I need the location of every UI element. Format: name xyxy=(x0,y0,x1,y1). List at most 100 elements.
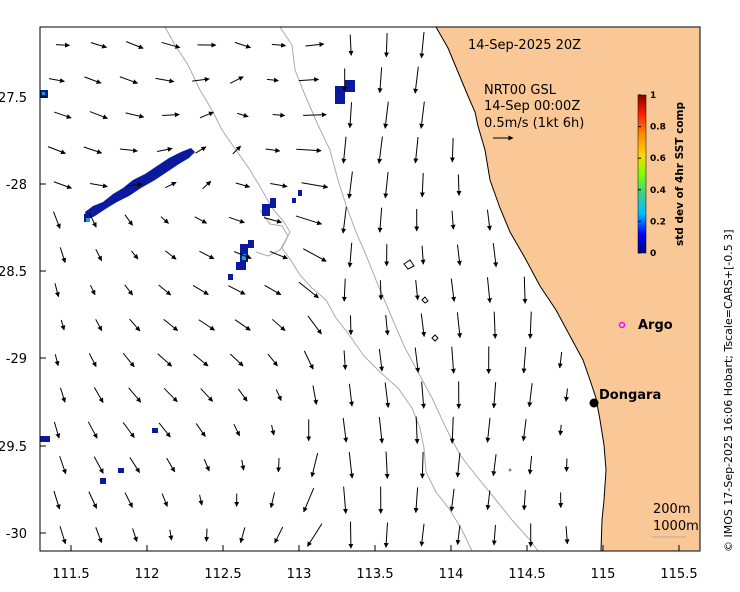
current-arrow xyxy=(52,211,61,229)
current-arrow xyxy=(165,250,177,260)
current-arrow xyxy=(274,526,284,544)
current-arrow xyxy=(276,458,282,473)
current-arrow xyxy=(303,487,315,513)
argo-marker xyxy=(618,321,626,329)
current-arrow xyxy=(564,388,569,402)
current-arrow xyxy=(414,416,420,444)
colorbar-tick-label: 0.6 xyxy=(650,154,666,164)
current-arrow xyxy=(59,387,67,403)
current-arrow xyxy=(347,102,353,129)
current-arrow xyxy=(53,181,73,190)
current-arrow xyxy=(272,318,286,332)
current-arrow xyxy=(237,388,248,402)
argo-label: Argo xyxy=(638,318,673,333)
current-arrow xyxy=(239,527,246,544)
current-arrow xyxy=(228,285,246,295)
dongara-label: Dongara xyxy=(599,388,661,403)
current-arrow xyxy=(228,216,245,224)
current-arrow xyxy=(492,243,499,268)
current-arrow xyxy=(131,250,139,260)
current-arrow xyxy=(485,417,491,443)
current-arrow xyxy=(419,173,425,198)
current-arrow xyxy=(449,488,455,512)
current-scale-label: 0.5m/s (1kt 6h) xyxy=(484,116,584,131)
isobath-legend-1000: 1000m xyxy=(653,519,699,534)
current-arrow xyxy=(200,388,214,402)
land-mass xyxy=(435,27,700,551)
current-arrow xyxy=(124,284,134,296)
current-arrow xyxy=(486,209,492,231)
current-arrow xyxy=(564,526,570,545)
current-arrow xyxy=(232,145,241,155)
current-arrow xyxy=(383,101,389,129)
current-arrow xyxy=(419,523,425,547)
current-arrow xyxy=(347,242,353,268)
current-arrow xyxy=(384,314,390,336)
colorbar-tick-label: 0.2 xyxy=(650,217,666,227)
current-arrow xyxy=(199,250,215,260)
current-arrow xyxy=(53,421,61,439)
current-arrow xyxy=(90,42,108,49)
current-arrow xyxy=(450,346,456,374)
current-arrow xyxy=(119,76,139,85)
current-arrow xyxy=(521,419,527,442)
current-arrow xyxy=(342,486,348,514)
current-arrow xyxy=(234,41,252,49)
current-arrow xyxy=(59,456,67,475)
current-arrow xyxy=(348,34,354,56)
current-arrow xyxy=(119,148,139,153)
current-arrow xyxy=(270,183,288,189)
current-source-label: NRT00 GSL xyxy=(484,83,557,98)
current-arrow xyxy=(455,452,461,478)
current-arrow xyxy=(166,457,176,473)
current-arrow xyxy=(95,527,103,544)
current-arrow xyxy=(157,353,173,367)
current-arrow xyxy=(342,350,348,371)
colorbar-tick-label: 0.8 xyxy=(650,123,666,133)
current-arrow xyxy=(383,522,389,548)
current-arrow xyxy=(303,112,327,118)
y-tick-label: -28.5 xyxy=(0,265,27,280)
current-arrow xyxy=(384,451,390,479)
isobath-shelf xyxy=(255,209,289,257)
current-arrow xyxy=(158,284,172,296)
current-arrow xyxy=(310,452,319,478)
colorbar-ticks: 0 0.2 0.4 0.6 0.8 1 xyxy=(638,91,666,259)
current-arrow xyxy=(54,111,72,119)
current-vectors xyxy=(47,32,570,549)
current-arrow xyxy=(124,492,133,508)
colorbar-title: std dev of 4hr SST comp xyxy=(674,102,686,246)
current-arrow xyxy=(195,146,207,154)
current-arrow xyxy=(47,146,66,155)
current-arrow xyxy=(122,422,135,439)
island xyxy=(403,259,415,270)
current-arrow xyxy=(234,251,252,260)
sst-patch-teal xyxy=(42,92,45,95)
y-tick-label: -28 xyxy=(6,178,27,193)
isobath-200m xyxy=(279,27,539,551)
current-arrow xyxy=(84,76,102,84)
current-arrow xyxy=(264,284,282,296)
current-arrow xyxy=(271,42,287,48)
current-arrow xyxy=(296,147,322,153)
colorbar xyxy=(637,94,647,254)
current-arrow xyxy=(413,487,419,514)
sst-patch-teal xyxy=(242,254,246,260)
current-arrow xyxy=(348,451,355,479)
current-arrow xyxy=(192,285,209,295)
current-arrow xyxy=(450,210,456,230)
current-arrow xyxy=(235,182,251,189)
y-tick-label: -29 xyxy=(6,352,27,367)
island xyxy=(508,468,512,472)
current-arrow xyxy=(298,77,320,83)
current-arrow xyxy=(378,280,384,301)
current-arrow xyxy=(486,277,493,304)
current-arrow xyxy=(90,284,96,296)
y-tick-label: -30 xyxy=(6,527,27,542)
current-arrow xyxy=(419,451,425,479)
current-arrow xyxy=(341,278,347,302)
plot-frame xyxy=(39,26,701,552)
current-arrow xyxy=(48,78,65,84)
x-tick-label: 112 xyxy=(135,567,160,582)
